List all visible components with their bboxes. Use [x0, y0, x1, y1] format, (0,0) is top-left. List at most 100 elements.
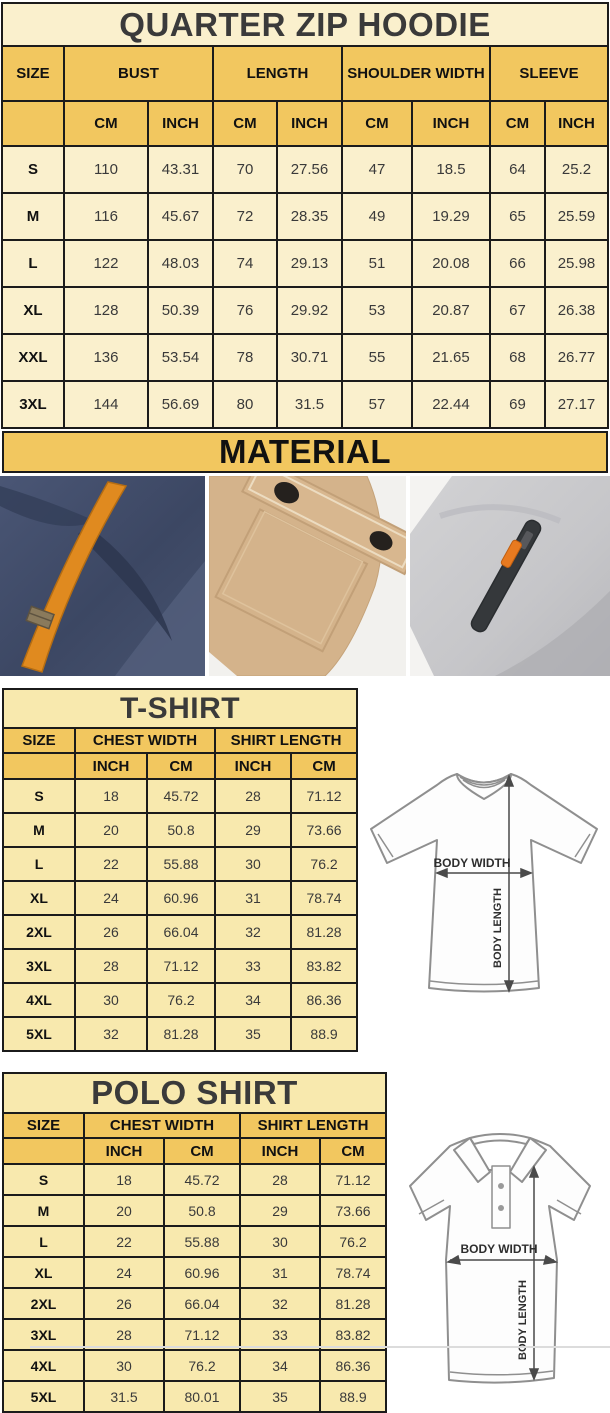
value-cell: 18 [74, 778, 148, 814]
polo-col-length: SHIRT LENGTH [238, 1112, 388, 1139]
value-cell: 144 [62, 380, 149, 429]
polo-col-chest: CHEST WIDTH [83, 1112, 241, 1139]
table-row: XL 24 60.96 31 78.74 [2, 1256, 388, 1289]
value-cell: 81.28 [146, 1016, 216, 1052]
value-cell: 76.2 [146, 982, 216, 1018]
value-cell: 57 [340, 380, 413, 429]
size-cell: 4XL [2, 1349, 85, 1382]
value-cell: 20 [74, 812, 148, 848]
tshirt-unit-length-cm: CM [289, 752, 359, 780]
size-cell: M [2, 812, 76, 848]
tshirt-size-table: T-SHIRT SIZE CHEST WIDTH SHIRT LENGTH IN… [1, 688, 359, 1052]
value-cell: 30 [83, 1349, 165, 1382]
tshirt-unit-length-inch: INCH [214, 752, 292, 780]
polo-unit-chest-cm: CM [163, 1137, 241, 1165]
value-cell: 71.12 [318, 1163, 388, 1196]
table-row: XL 128 50.39 76 29.92 53 20.87 67 26.38 [0, 286, 610, 335]
size-cell: S [0, 145, 65, 194]
tshirt-body-width-label: BODY WIDTH [433, 856, 510, 870]
value-cell: 29 [239, 1194, 321, 1227]
table-row: M 116 45.67 72 28.35 49 19.29 65 25.59 [0, 192, 610, 241]
tshirt-unit-chest-cm: CM [146, 752, 216, 780]
value-cell: 30 [214, 846, 292, 882]
value-cell: 35 [239, 1380, 321, 1413]
value-cell: 78 [211, 333, 278, 382]
polo-unit-length-cm: CM [318, 1137, 388, 1165]
value-cell: 33 [214, 948, 292, 984]
value-cell: 29.13 [275, 239, 343, 288]
value-cell: 31 [214, 880, 292, 916]
value-cell: 32 [74, 1016, 148, 1052]
value-cell: 116 [62, 192, 149, 241]
value-cell: 50.8 [163, 1194, 241, 1227]
value-cell: 31 [239, 1256, 321, 1289]
value-cell: 83.82 [318, 1318, 388, 1351]
table-row: XL 24 60.96 31 78.74 [2, 880, 359, 916]
value-cell: 60.96 [163, 1256, 241, 1289]
value-cell: 32 [214, 914, 292, 950]
table-row: 5XL 31.5 80.01 35 88.9 [2, 1380, 388, 1413]
value-cell: 25.98 [543, 239, 610, 288]
polo-size-table: POLO SHIRT SIZE CHEST WIDTH SHIRT LENGTH… [1, 1072, 388, 1413]
size-cell: L [0, 239, 65, 288]
value-cell: 78.74 [289, 880, 359, 916]
value-cell: 86.36 [289, 982, 359, 1018]
value-cell: 110 [62, 145, 149, 194]
value-cell: 60.96 [146, 880, 216, 916]
hoodie-unit-bust-inch: INCH [146, 100, 214, 147]
polo-unit-chest-inch: INCH [83, 1137, 165, 1165]
value-cell: 32 [239, 1287, 321, 1320]
tshirt-col-size: SIZE [2, 727, 76, 754]
hoodie-title: QUARTER ZIP HOODIE [0, 2, 610, 47]
value-cell: 76 [211, 286, 278, 335]
table-row: 4XL 30 76.2 34 86.36 [2, 982, 359, 1018]
value-cell: 28 [74, 948, 148, 984]
polo-section: POLO SHIRT SIZE CHEST WIDTH SHIRT LENGTH… [0, 1072, 610, 1413]
hoodie-col-size: SIZE [0, 45, 65, 102]
size-cell: XL [2, 880, 76, 916]
size-cell: XL [2, 1256, 85, 1289]
value-cell: 45.67 [146, 192, 214, 241]
size-cell: XL [0, 286, 65, 335]
value-cell: 80 [211, 380, 278, 429]
material-photo-navy-drawstring [0, 476, 205, 676]
value-cell: 28 [214, 778, 292, 814]
size-cell: XXL [0, 333, 65, 382]
value-cell: 45.72 [146, 778, 216, 814]
table-row: 2XL 26 66.04 32 81.28 [2, 914, 359, 950]
hoodie-size-table: QUARTER ZIP HOODIE SIZE BUST LENGTH SHOU… [0, 2, 610, 429]
value-cell: 45.72 [163, 1163, 241, 1196]
value-cell: 66.04 [163, 1287, 241, 1320]
table-row: L 22 55.88 30 76.2 [2, 1225, 388, 1258]
size-cell: 3XL [2, 948, 76, 984]
value-cell: 76.2 [163, 1349, 241, 1382]
value-cell: 20.08 [410, 239, 491, 288]
value-cell: 35 [214, 1016, 292, 1052]
size-cell: 3XL [0, 380, 65, 429]
table-row: 3XL 28 71.12 33 83.82 [2, 948, 359, 984]
value-cell: 30 [239, 1225, 321, 1258]
value-cell: 30.71 [275, 333, 343, 382]
value-cell: 78.74 [318, 1256, 388, 1289]
table-row: S 18 45.72 28 71.12 [2, 1163, 388, 1196]
value-cell: 66.04 [146, 914, 216, 950]
value-cell: 65 [488, 192, 546, 241]
table-row: S 110 43.31 70 27.56 47 18.5 64 25.2 [0, 145, 610, 194]
hoodie-unit-bust-cm: CM [62, 100, 149, 147]
tshirt-col-blank [2, 752, 76, 780]
size-cell: 3XL [2, 1318, 85, 1351]
tshirt-title: T-SHIRT [1, 688, 359, 729]
material-title: MATERIAL [2, 431, 608, 473]
hoodie-unit-length-cm: CM [211, 100, 278, 147]
value-cell: 76.2 [289, 846, 359, 882]
value-cell: 73.66 [289, 812, 359, 848]
value-cell: 30 [74, 982, 148, 1018]
table-row: 5XL 32 81.28 35 88.9 [2, 1016, 359, 1052]
value-cell: 71.12 [146, 948, 216, 984]
value-cell: 66 [488, 239, 546, 288]
value-cell: 22 [74, 846, 148, 882]
value-cell: 22.44 [410, 380, 491, 429]
polo-body-width-label: BODY WIDTH [460, 1242, 537, 1256]
value-cell: 53.54 [146, 333, 214, 382]
hoodie-unit-shoulder-inch: INCH [410, 100, 491, 147]
